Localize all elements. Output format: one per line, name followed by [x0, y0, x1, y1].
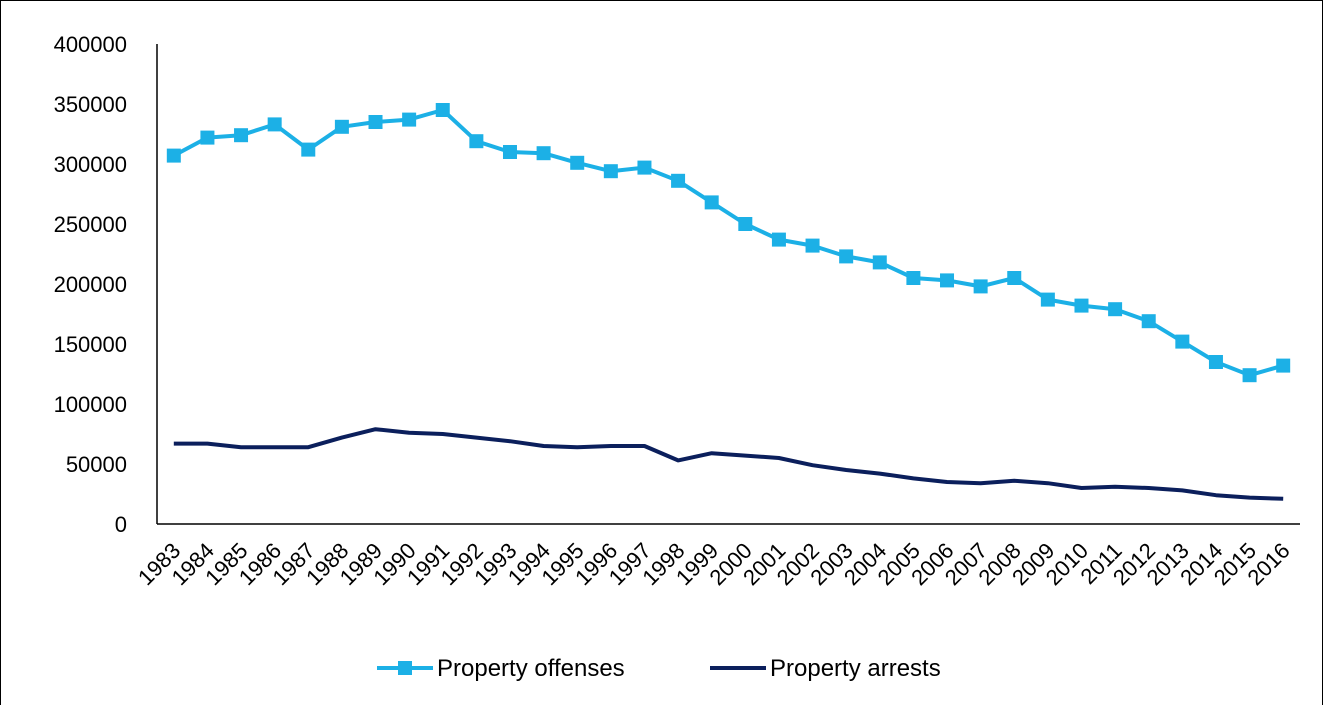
data-point-marker: [906, 271, 921, 285]
data-point-marker: [637, 160, 652, 175]
data-point-marker: [570, 155, 585, 170]
y-tick-label: 0: [115, 512, 127, 537]
data-point-marker: [603, 164, 618, 179]
data-point-marker: [1208, 355, 1223, 369]
data-point-marker: [267, 117, 282, 132]
data-point-marker: [940, 273, 955, 288]
x-axis-ticks: 1983198419851986198719881989199019911992…: [133, 538, 1295, 590]
data-point-marker: [469, 134, 484, 149]
data-point-marker: [301, 142, 316, 157]
data-point-marker: [536, 146, 551, 161]
data-point-marker: [704, 195, 719, 210]
legend-label: Property offenses: [437, 655, 625, 682]
data-point-marker: [1040, 292, 1055, 307]
data-point-marker: [671, 173, 686, 188]
data-point-marker: [1108, 302, 1123, 317]
data-point-marker: [1242, 368, 1257, 383]
data-point-marker: [839, 249, 854, 264]
data-point-marker: [738, 217, 753, 231]
legend-swatch-marker: [398, 661, 412, 675]
plot-area: [166, 103, 1291, 501]
data-point-marker: [1175, 334, 1190, 349]
data-point-marker: [234, 128, 249, 143]
y-axis-ticks: 0 50000 100000 150000 200000 250000 300000 3500…: [54, 32, 127, 537]
data-point-marker: [872, 255, 887, 270]
data-point-marker: [402, 112, 417, 127]
y-tick-label: 150000: [54, 332, 127, 357]
data-point-marker: [435, 103, 450, 117]
legend-label: Property arrests: [770, 655, 941, 682]
data-point-marker: [502, 145, 517, 159]
data-point-marker: [771, 232, 786, 247]
y-tick-label: 50000: [66, 452, 127, 477]
y-tick-label: 300000: [54, 152, 127, 177]
data-point-marker: [1074, 298, 1089, 313]
series-line-0: [172, 108, 1284, 378]
data-point-marker: [166, 148, 181, 163]
data-point-marker: [1007, 271, 1022, 285]
data-point-marker: [973, 279, 988, 294]
data-point-marker: [200, 130, 215, 145]
y-tick-label: 200000: [54, 272, 127, 297]
series-line-1: [173, 427, 1284, 501]
data-point-marker: [1276, 358, 1291, 373]
y-tick-label: 250000: [54, 212, 127, 237]
data-point-marker: [1141, 314, 1156, 329]
data-point-marker: [334, 119, 349, 134]
data-point-marker: [805, 238, 820, 253]
chart-axes: [156, 44, 1300, 525]
legend: Property offenses Property arrests: [377, 655, 941, 682]
y-tick-label: 100000: [54, 392, 127, 417]
y-tick-label: 350000: [54, 92, 127, 117]
data-point-marker: [368, 115, 383, 129]
y-tick-label: 400000: [54, 32, 127, 57]
